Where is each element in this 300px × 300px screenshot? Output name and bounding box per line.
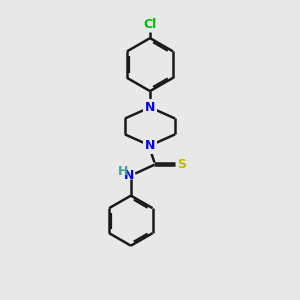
Text: N: N [145, 101, 155, 114]
Text: H: H [118, 165, 128, 178]
Text: N: N [145, 139, 155, 152]
Text: S: S [177, 158, 186, 171]
Text: N: N [123, 169, 134, 182]
Text: Cl: Cl [143, 18, 157, 31]
